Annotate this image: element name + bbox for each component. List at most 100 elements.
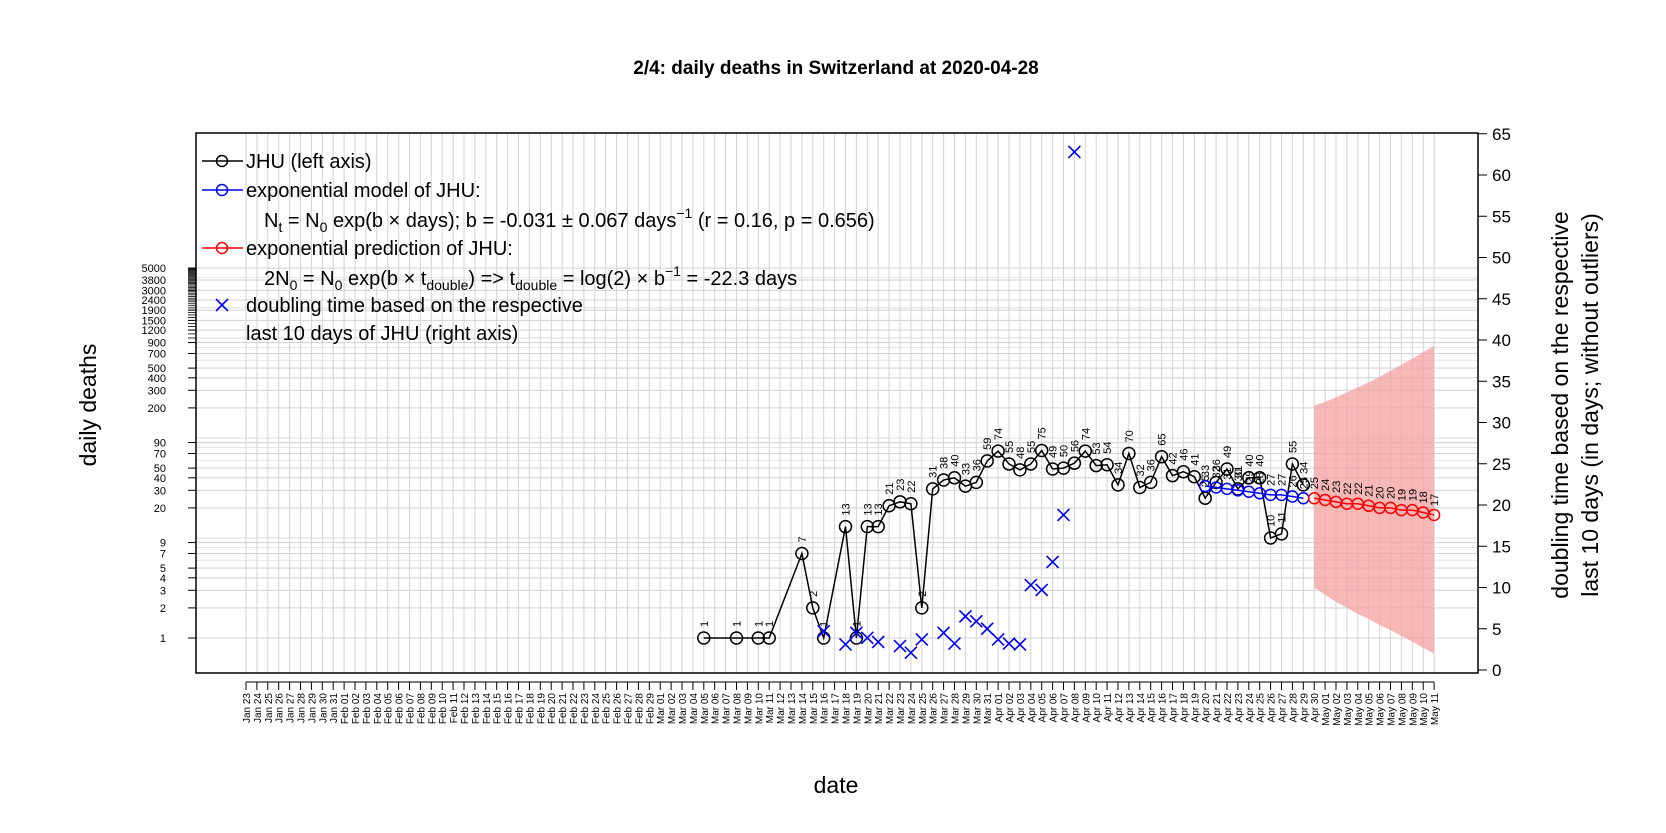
observed-point (729, 631, 744, 645)
observed-data-label: 49 (1048, 446, 1060, 458)
doubling-cross-stroke (1035, 583, 1049, 597)
observed-point (1252, 471, 1267, 485)
x-tick-label: Apr 16 (1158, 693, 1169, 723)
observed-data-label: 23 (895, 479, 907, 491)
x-tick-label: Feb 01 (340, 693, 351, 725)
observed-data-label: 54 (1102, 442, 1114, 454)
model-data-label: 26 (1287, 475, 1299, 487)
y-left-tick-label: 300 (148, 385, 166, 397)
prediction-data-label: 20 (1375, 487, 1387, 499)
x-tick-label: Feb 22 (569, 693, 580, 725)
doubling-time-point (969, 614, 983, 628)
observed-data-label: 34 (1113, 462, 1125, 474)
doubling-time-point (1013, 637, 1027, 651)
x-tick-label: Apr 07 (1060, 693, 1071, 723)
prediction-band (1314, 345, 1435, 654)
observed-data-label: 2 (917, 591, 929, 597)
observed-point (1220, 462, 1234, 476)
x-tick-label: Feb 19 (536, 693, 547, 725)
y-right-tick-label: 0 (1492, 661, 1501, 680)
observed-point (697, 631, 711, 645)
x-tick-label: Apr 08 (1070, 693, 1081, 723)
doubling-time-point (991, 632, 1005, 647)
x-tick-label: Feb 08 (416, 693, 427, 725)
observed-point (1056, 461, 1071, 475)
observed-data-label: 1 (753, 621, 765, 627)
doubling-cross-stroke (1002, 637, 1016, 651)
observed-point (1111, 478, 1125, 492)
x-tick-label: Apr 26 (1267, 693, 1278, 723)
prediction-data-label: 20 (1386, 487, 1398, 499)
observed-point (762, 631, 776, 645)
observed-data-label: 48 (1015, 447, 1027, 459)
model-data-label: 30 (1233, 469, 1245, 481)
observed-point (1274, 527, 1289, 541)
x-tick-label: Feb 25 (602, 693, 613, 725)
observed-data-label: 31 (1233, 466, 1245, 478)
prediction-data-label: 24 (1320, 479, 1332, 491)
legend-prediction-circle (215, 241, 229, 255)
observed-data-label: 1 (851, 621, 863, 627)
model-data-label: 33 (1200, 465, 1212, 477)
observed-point (1089, 458, 1103, 473)
x-tick-label: Mar 30 (972, 693, 983, 725)
observed-data-label: 10 (1266, 515, 1278, 527)
observed-point (1176, 464, 1191, 479)
y-right-tick-label: 40 (1492, 331, 1511, 350)
x-tick-label: Mar 06 (711, 693, 722, 725)
observed-data-label: 74 (993, 428, 1005, 440)
legend-model-circle (215, 183, 229, 197)
x-tick-label: Apr 13 (1125, 693, 1136, 723)
x-tick-label: Jan 28 (297, 693, 308, 723)
x-tick-label: Apr 03 (1016, 693, 1027, 723)
x-tick-label: May 01 (1321, 693, 1332, 726)
legend: JHU (left axis) exponential model of JHU:… (202, 151, 875, 345)
legend-model-formula-part: = N (282, 210, 319, 232)
y-left-tick-label: 1500 (142, 315, 166, 327)
x-tick-label: Feb 15 (493, 693, 504, 725)
doubling-cross-stroke (915, 632, 929, 647)
x-tick-label: Apr 21 (1212, 693, 1223, 723)
x-tick-label: Apr 25 (1256, 693, 1267, 723)
x-tick-label: May 09 (1408, 693, 1419, 726)
y-left-tick-label: 20 (154, 503, 166, 515)
x-tick-label: Feb 24 (591, 693, 602, 725)
x-tick-label: May 02 (1332, 693, 1343, 726)
x-tick-label: May 06 (1376, 693, 1387, 726)
x-tick-label: Mar 22 (885, 693, 896, 725)
prediction-data-label: 19 (1396, 489, 1408, 501)
x-tick-label: Mar 29 (961, 693, 972, 725)
x-tick-label: Feb 11 (449, 693, 460, 724)
x-tick-label: Feb 03 (362, 693, 373, 725)
model-data-label: 31 (1222, 468, 1234, 480)
legend-prediction-formula-part: double (426, 277, 468, 293)
observed-point (1013, 463, 1027, 477)
doubling-time-point (915, 632, 929, 647)
doubling-time-point (904, 646, 918, 660)
x-tick-label: Apr 11 (1103, 693, 1114, 722)
legend-model-formula-part: −1 (676, 205, 692, 221)
observed-point (1242, 471, 1256, 485)
legend-doubling-cross (215, 298, 229, 312)
observed-point (1024, 457, 1038, 471)
observed-data-label: 56 (1069, 440, 1081, 452)
observed-point (1045, 462, 1060, 476)
x-tick-label: Apr 18 (1179, 693, 1190, 723)
x-tick-label: Jan 23 (242, 693, 253, 723)
observed-data-label: 38 (939, 457, 951, 469)
plot-area: 1234579203040507090200300400500700900120… (142, 125, 1511, 726)
observed-point (904, 497, 918, 511)
observed-data-label: 2 (808, 591, 820, 597)
observed-point (947, 471, 962, 485)
model-data-label: 29 (1244, 471, 1256, 483)
observed-point (1285, 457, 1300, 471)
observed-data-label: 21 (884, 483, 896, 495)
observed-data-label: 34 (1298, 462, 1310, 474)
x-tick-label: Mar 11 (765, 693, 776, 724)
observed-point (838, 519, 853, 534)
y-left-tick-label: 7 (160, 548, 166, 560)
x-tick-label: Apr 09 (1081, 693, 1092, 723)
doubling-cross-stroke (980, 622, 994, 636)
x-tick-label: Mar 08 (733, 693, 744, 725)
observed-point (1002, 457, 1016, 471)
